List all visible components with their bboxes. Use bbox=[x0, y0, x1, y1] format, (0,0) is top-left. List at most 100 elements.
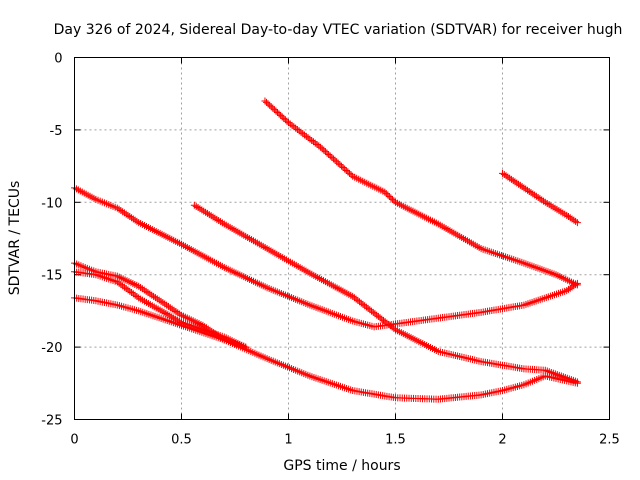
data-point bbox=[128, 214, 136, 222]
data-point bbox=[333, 158, 341, 166]
data-point bbox=[385, 193, 393, 201]
data-point bbox=[309, 138, 317, 146]
data-point bbox=[323, 149, 331, 157]
data-point bbox=[290, 123, 298, 131]
data-point bbox=[529, 190, 537, 198]
data-point bbox=[339, 164, 347, 172]
data-point bbox=[342, 166, 350, 174]
data-point bbox=[525, 187, 533, 195]
data-point bbox=[336, 161, 344, 169]
data-point bbox=[297, 128, 305, 136]
data-point bbox=[506, 174, 514, 182]
data-point bbox=[502, 172, 510, 180]
x-tick-label: 2.5 bbox=[599, 433, 620, 448]
y-tick-label: 0 bbox=[54, 52, 62, 67]
data-point bbox=[499, 169, 506, 177]
data-point bbox=[129, 290, 137, 298]
data-point bbox=[302, 132, 310, 140]
data-point bbox=[564, 213, 572, 221]
data-point bbox=[128, 289, 136, 297]
data-point bbox=[311, 139, 319, 147]
data-point bbox=[299, 130, 307, 138]
data-point bbox=[199, 321, 207, 329]
data-point bbox=[509, 177, 517, 185]
data-point bbox=[318, 145, 326, 153]
chart-title: Day 326 of 2024, Sidereal Day-to-day VTE… bbox=[54, 22, 623, 38]
data-point bbox=[507, 175, 515, 183]
data-point bbox=[570, 216, 578, 224]
data-point bbox=[382, 190, 390, 198]
data-point bbox=[573, 219, 581, 227]
data-point bbox=[523, 186, 531, 194]
data-point bbox=[520, 184, 528, 192]
data-point bbox=[280, 114, 288, 122]
x-axis-label: GPS time / hours bbox=[283, 458, 400, 474]
data-point bbox=[345, 169, 353, 177]
data-point bbox=[317, 143, 325, 151]
data-point bbox=[115, 279, 123, 287]
data-point bbox=[566, 284, 574, 292]
data-point bbox=[119, 208, 127, 216]
series-arc-4 bbox=[71, 268, 250, 351]
data-marks bbox=[71, 97, 581, 403]
data-point bbox=[563, 287, 571, 295]
data-point bbox=[347, 171, 355, 179]
data-point bbox=[515, 180, 523, 188]
data-point bbox=[133, 217, 141, 225]
data-point bbox=[293, 125, 301, 133]
data-point bbox=[381, 188, 389, 196]
data-point bbox=[511, 178, 519, 186]
data-point bbox=[269, 104, 277, 112]
data-point bbox=[272, 107, 280, 115]
series-arc-6 bbox=[261, 97, 581, 289]
data-point bbox=[532, 192, 540, 200]
data-point bbox=[390, 324, 398, 332]
data-point bbox=[115, 205, 123, 213]
data-point bbox=[504, 173, 512, 181]
y-tick-label: -5 bbox=[50, 124, 63, 139]
x-tick-label: 2 bbox=[498, 433, 506, 448]
data-point bbox=[113, 204, 121, 212]
data-point bbox=[538, 196, 546, 204]
x-tick-label: 0 bbox=[70, 433, 78, 448]
data-point bbox=[387, 194, 395, 202]
data-point bbox=[500, 171, 508, 179]
data-point bbox=[122, 285, 130, 293]
data-point bbox=[566, 214, 574, 222]
data-point bbox=[326, 152, 334, 160]
data-point bbox=[281, 116, 289, 124]
data-point bbox=[117, 281, 125, 289]
data-point bbox=[513, 179, 521, 187]
data-point bbox=[124, 286, 132, 294]
data-point bbox=[266, 101, 274, 109]
data-point bbox=[131, 216, 139, 224]
data-point bbox=[301, 131, 309, 139]
data-point bbox=[320, 146, 328, 154]
data-point bbox=[119, 282, 127, 290]
data-point bbox=[126, 213, 134, 221]
data-point bbox=[308, 136, 316, 144]
data-point bbox=[124, 211, 132, 219]
data-point bbox=[295, 127, 303, 135]
data-point bbox=[313, 141, 321, 149]
data-point bbox=[534, 193, 542, 201]
data-point bbox=[573, 281, 581, 289]
data-point bbox=[344, 168, 352, 176]
y-tick-label: -20 bbox=[41, 341, 62, 356]
data-point bbox=[563, 211, 571, 219]
data-point bbox=[120, 283, 128, 291]
data-point bbox=[126, 287, 134, 295]
data-point bbox=[568, 215, 576, 223]
data-point bbox=[572, 217, 580, 225]
data-point bbox=[564, 285, 572, 293]
data-point bbox=[278, 113, 286, 121]
data-point bbox=[264, 100, 272, 108]
y-axis-label: SDTVAR / TECUs bbox=[7, 181, 23, 296]
x-tick-label: 1.5 bbox=[385, 433, 406, 448]
data-point bbox=[261, 97, 269, 105]
data-point bbox=[321, 148, 329, 156]
data-point bbox=[328, 153, 336, 161]
series-arc-5 bbox=[190, 201, 581, 386]
data-point bbox=[325, 151, 333, 159]
